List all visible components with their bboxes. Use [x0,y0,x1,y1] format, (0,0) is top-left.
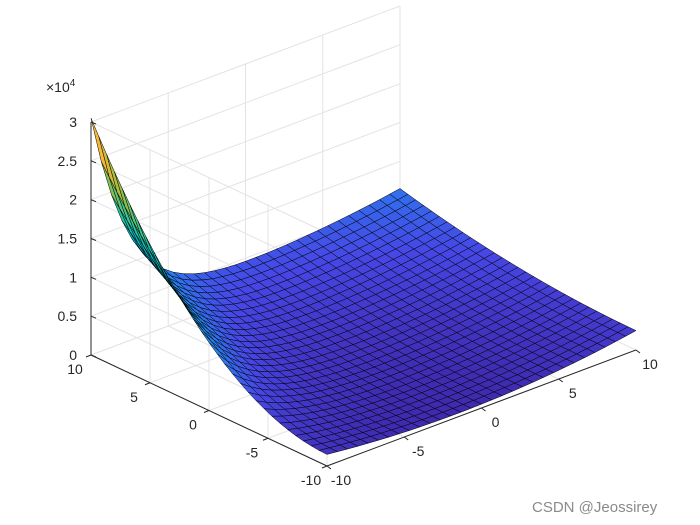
z-tick-label: 1.5 [58,231,78,247]
y-tick-mark [262,437,269,441]
axes-lines [85,121,641,470]
z-tick-label: 3 [69,114,77,130]
x-tick-mark [403,436,409,441]
x-tick-mark [326,465,332,470]
y-tick-mark [203,410,210,413]
x-tick-label: 10 [642,356,658,372]
y-tick-mark [144,382,151,386]
x-tick-label: 0 [492,414,500,430]
y-tick-label: 5 [130,389,138,405]
y-tick-label: 10 [67,361,83,377]
y-tick-mark [85,354,92,358]
surface-patch [90,118,110,178]
x-tick-label: 5 [569,385,577,401]
surface-patch [318,447,339,455]
x-tick-label: -10 [331,472,351,488]
y-tick-label: -5 [246,444,259,460]
z-tick-mark [90,315,97,319]
z-tick-mark [90,276,97,280]
z-tick-label: 0.5 [58,308,78,324]
x-tick-mark [635,349,641,354]
y-tick-label: -10 [301,472,321,488]
z-multiplier-label: ×104 [46,78,76,95]
z-tick-mark [90,121,97,125]
y-tick-label: 0 [189,417,197,433]
z-tick-label: 0 [69,347,77,363]
z-tick-label: 2 [69,192,77,208]
z-tick-mark [90,238,97,241]
z-tick-mark [90,354,97,358]
z-tick-label: 1 [69,269,77,285]
z-tick-label: 2.5 [58,153,78,169]
watermark: CSDN @Jeossirey [532,499,658,516]
x-tick-label: -5 [412,443,425,459]
y-tick-mark [321,465,328,469]
x-tick-mark [481,407,486,412]
z-tick-mark [90,160,97,164]
z-tick-mark [90,199,97,203]
x-tick-mark [558,378,564,383]
surface-mesh [90,118,637,455]
z-multiplier-exponent: 4 [70,78,76,89]
